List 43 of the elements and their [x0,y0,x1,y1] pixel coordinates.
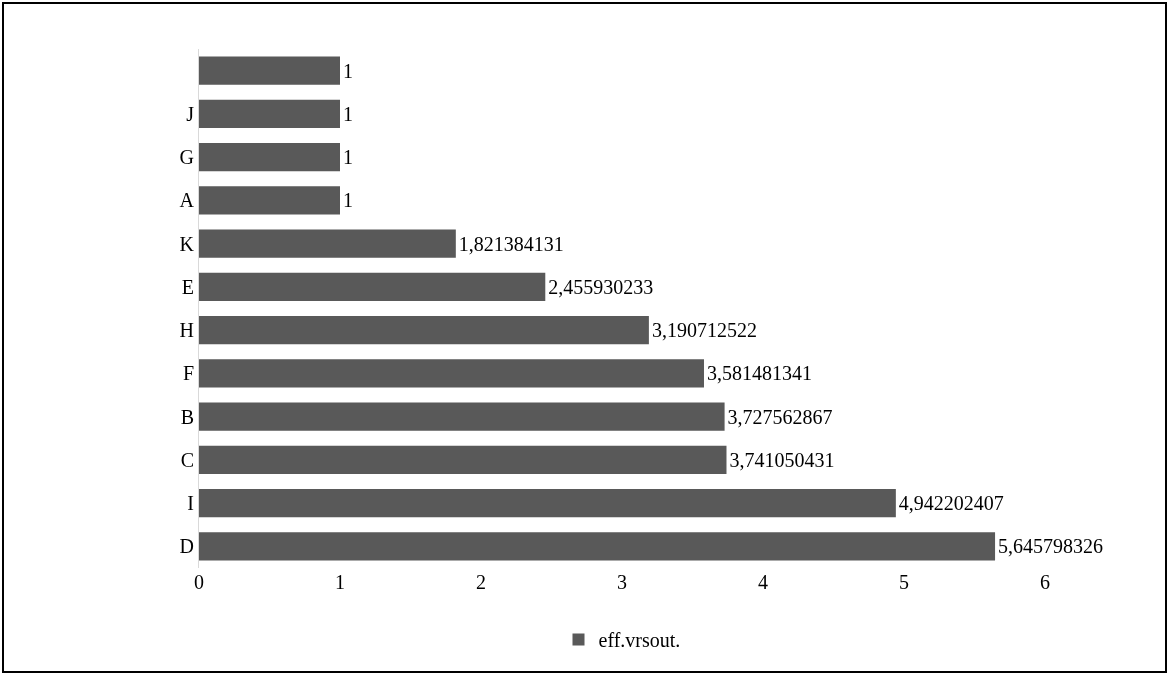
x-tick-label: 6 [1040,571,1050,593]
x-tick-label: 5 [899,571,909,593]
x-tick-label: 1 [335,571,345,593]
x-tick-label: 4 [758,571,768,593]
bar [199,445,727,474]
bar [199,143,340,172]
y-tick-label: E [181,275,194,298]
y-tick-label: F [182,362,194,385]
y-tick-label: A [179,189,195,212]
x-tick-label: 0 [194,571,204,593]
bar [199,316,649,345]
data-label: 3,727562867 [727,405,833,428]
data-label: 1 [343,146,353,169]
y-tick-label: C [180,448,194,471]
data-label: 4,942202407 [898,492,1004,515]
data-label: 2,455930233 [548,275,654,298]
bar [199,186,340,215]
bar [199,99,340,128]
data-label: 3,741050431 [729,448,835,471]
y-tick-label: D [179,535,194,558]
y-tick-label: J [186,102,195,125]
y-tick-label: H [179,319,194,342]
y-tick-label: B [180,405,194,428]
data-label: 1 [343,189,353,212]
legend-label: eff.vrsout. [598,629,681,652]
x-tick-label: 2 [476,571,486,593]
data-label: 3,581481341 [706,362,812,385]
bar [199,359,704,388]
data-label: 3,190712522 [651,319,757,342]
bar [199,229,456,258]
bar [199,402,725,431]
y-tick-label: K [179,232,195,255]
data-label: 5,645798326 [998,535,1104,558]
x-tick-label: 3 [617,571,627,593]
data-label: 1 [343,59,353,82]
y-tick-label: I [187,492,194,515]
bar [199,489,896,518]
data-label: 1,821384131 [458,232,564,255]
bar [199,532,996,561]
bar [199,56,340,85]
y-tick-label: G [179,146,194,169]
bar [199,272,546,301]
data-label: 1 [343,102,353,125]
